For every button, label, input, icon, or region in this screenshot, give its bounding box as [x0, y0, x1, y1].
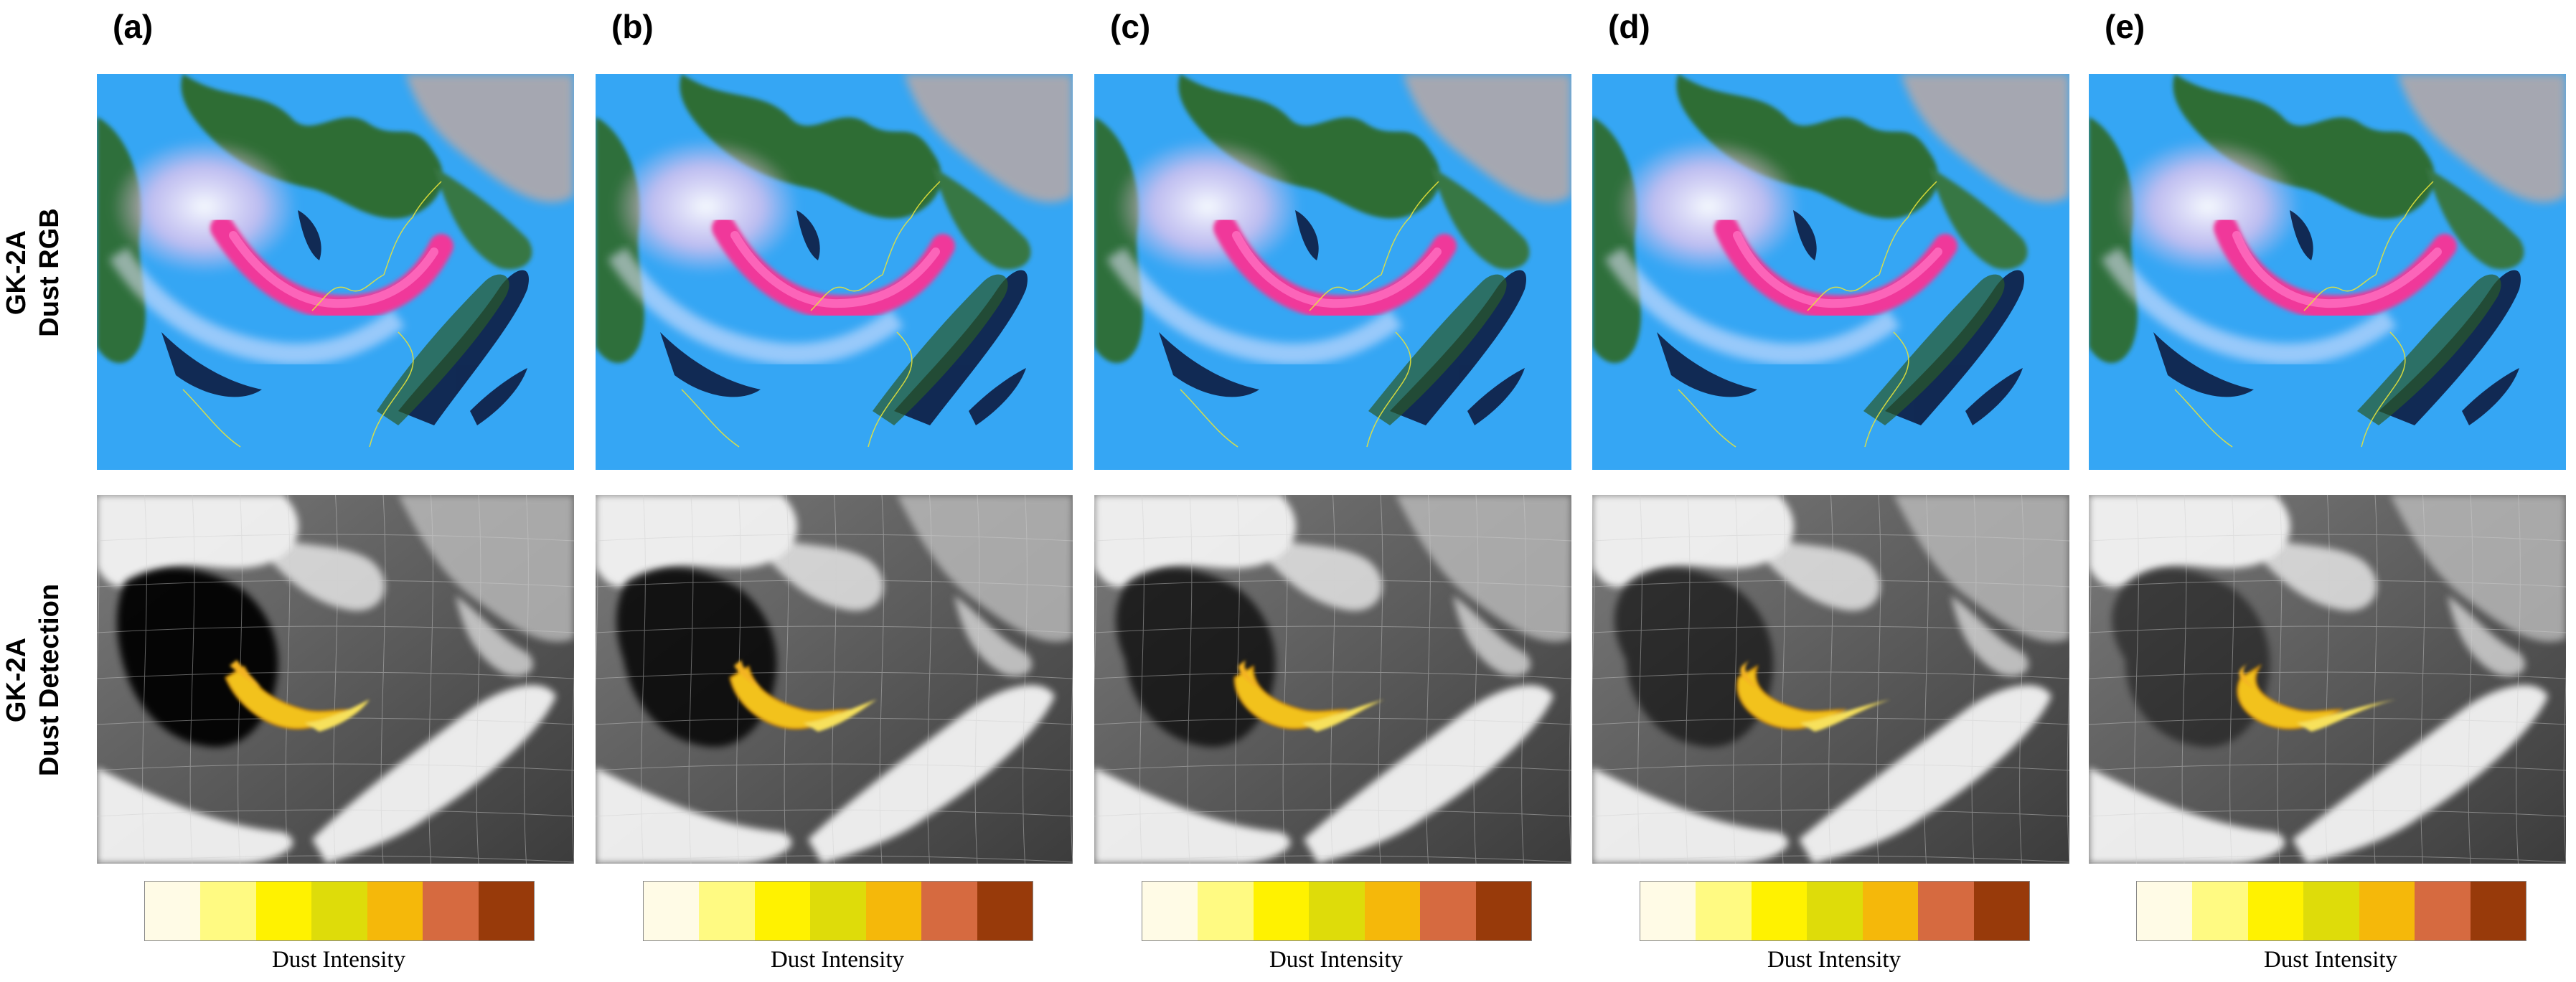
- colorbar-label: Dust Intensity: [1269, 947, 1404, 973]
- row-label-line-2: Dust Detection: [34, 583, 65, 777]
- colorbar-segment: [1751, 882, 1808, 940]
- colorbar-segment: [865, 882, 922, 940]
- panel-column: (b): [596, 0, 1073, 982]
- dust-rgb-panel: [2089, 74, 2566, 470]
- colorbar-segment: [2192, 882, 2248, 940]
- row-label-line-1: GK-2A: [1, 637, 32, 723]
- colorbar-segment: [1807, 882, 1863, 940]
- dust-rgb-image: [1592, 74, 2069, 470]
- colorbar-segment: [145, 882, 201, 940]
- colorbar-segment: [200, 882, 256, 940]
- dust-detection-panel: [1094, 495, 1571, 864]
- colorbar-segment: [367, 882, 423, 940]
- dust-detection-panel: [596, 495, 1073, 864]
- colorbar-label: Dust Intensity: [2263, 947, 2398, 973]
- colorbar-segment: [255, 882, 312, 940]
- panel-label: (a): [113, 8, 154, 45]
- colorbar-segment: [2470, 882, 2526, 940]
- panel-label: (b): [611, 8, 654, 45]
- colorbar-label: Dust Intensity: [770, 947, 905, 973]
- dust-detection-image: [1592, 495, 2069, 864]
- dust-intensity-colorbar: [643, 881, 1033, 941]
- colorbar-segment: [644, 882, 700, 940]
- dust-detection-image: [1094, 495, 1571, 864]
- dust-rgb-panel: [1592, 74, 2069, 470]
- dust-detection-panel: [2089, 495, 2566, 864]
- colorbar-label: Dust Intensity: [271, 947, 406, 973]
- dust-rgb-image: [2089, 74, 2566, 470]
- colorbar-segment: [1420, 882, 1476, 940]
- colorbar-segment: [1696, 882, 1752, 940]
- colorbar-segment: [2415, 882, 2471, 940]
- colorbar-segment: [423, 882, 479, 940]
- row-label-line-2: Dust RGB: [34, 208, 65, 337]
- dust-detection-image: [596, 495, 1073, 864]
- panel-label: (c): [1110, 8, 1151, 45]
- dust-intensity-colorbar: [2136, 881, 2526, 941]
- colorbar-segment: [1973, 882, 2029, 940]
- colorbar-segment: [1253, 882, 1310, 940]
- panel-column: (c): [1094, 0, 1571, 982]
- dust-rgb-panel: [596, 74, 1073, 470]
- panel-label: (e): [2105, 8, 2145, 45]
- dust-intensity-colorbar: [1640, 881, 2030, 941]
- colorbar-segment: [2247, 882, 2304, 940]
- dust-detection-image: [2089, 495, 2566, 864]
- dust-rgb-image: [596, 74, 1073, 470]
- colorbar-label: Dust Intensity: [1767, 947, 1902, 973]
- colorbar-segment: [2303, 882, 2359, 940]
- colorbar-segment: [1364, 882, 1421, 940]
- dust-rgb-image: [97, 74, 574, 470]
- row-label-line-1: GK-2A: [1, 230, 32, 316]
- colorbar-segment: [1198, 882, 1254, 940]
- colorbar-segment: [1640, 882, 1696, 940]
- dust-detection-panel: [97, 495, 574, 864]
- colorbar-segment: [810, 882, 866, 940]
- colorbar-segment: [921, 882, 977, 940]
- panel-column: (d): [1592, 0, 2069, 982]
- colorbar-segment: [1309, 882, 1365, 940]
- colorbar-segment: [699, 882, 755, 940]
- colorbar-segment: [754, 882, 811, 940]
- panel-label: (d): [1608, 8, 1650, 45]
- colorbar-segment: [1862, 882, 1919, 940]
- colorbar-segment: [2359, 882, 2415, 940]
- dust-rgb-panel: [97, 74, 574, 470]
- dust-rgb-panel: [1094, 74, 1571, 470]
- colorbar-segment: [1142, 882, 1198, 940]
- dust-detection-image: [97, 495, 574, 864]
- colorbar-segment: [1475, 882, 1531, 940]
- dust-rgb-image: [1094, 74, 1571, 470]
- dust-intensity-colorbar: [144, 881, 535, 941]
- colorbar-segment: [311, 882, 367, 940]
- panel-column: (a): [97, 0, 574, 982]
- panel-column: (e): [2089, 0, 2566, 982]
- colorbar-segment: [977, 882, 1033, 940]
- colorbar-segment: [1918, 882, 1974, 940]
- dust-intensity-colorbar: [1142, 881, 1532, 941]
- colorbar-segment: [478, 882, 534, 940]
- colorbar-segment: [2137, 882, 2193, 940]
- dust-detection-panel: [1592, 495, 2069, 864]
